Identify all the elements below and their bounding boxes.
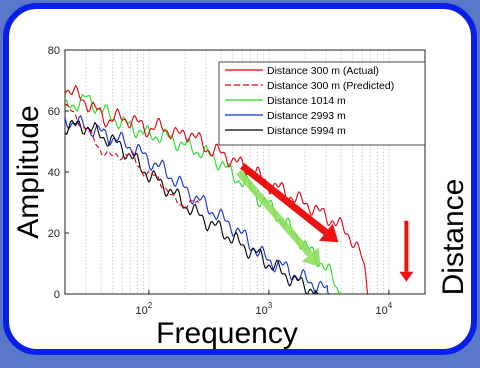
y-tick-labels: 0 20 40 60 80 xyxy=(48,45,69,301)
legend-entry: Distance 1014 m xyxy=(267,95,346,107)
x-tick-labels: 102 103 104 xyxy=(136,290,393,317)
series-line-1 xyxy=(65,103,200,210)
legend-entry: Distance 2993 m xyxy=(267,110,346,122)
series-line-0 xyxy=(65,84,369,294)
distance-arrow-head xyxy=(399,271,414,282)
y-axis-label: Amplitude xyxy=(12,105,45,238)
legend-entry: Distance 300 m (Actual) xyxy=(267,65,379,77)
y-tick-label: 40 xyxy=(48,167,60,179)
y-tick-label: 80 xyxy=(48,45,60,57)
y-tick-label: 0 xyxy=(54,289,60,301)
legend-entry: Distance 5994 m xyxy=(267,125,346,137)
legend-box xyxy=(218,61,426,146)
annotation-layer xyxy=(236,163,414,282)
x-tick-label: 103 xyxy=(256,301,273,317)
x-tick-label: 102 xyxy=(136,301,153,317)
series-line-4 xyxy=(65,119,319,294)
legend: Distance 300 m (Actual) Distance 300 m (P… xyxy=(218,61,426,146)
legend-entry: Distance 300 m (Predicted) xyxy=(267,80,394,92)
y-tick-label: 20 xyxy=(48,228,60,240)
x-tick-label: 104 xyxy=(376,301,393,317)
side-distance-label: Distance xyxy=(437,179,470,296)
x-axis-label: Frequency xyxy=(156,317,298,350)
green-trend-arrow-head xyxy=(301,247,321,267)
green-trend-arrow xyxy=(236,169,313,257)
series-line-3 xyxy=(65,114,330,294)
y-tick-label: 60 xyxy=(48,106,60,118)
red-trend-arrow xyxy=(240,163,329,235)
red-trend-arrow-head xyxy=(319,223,339,243)
